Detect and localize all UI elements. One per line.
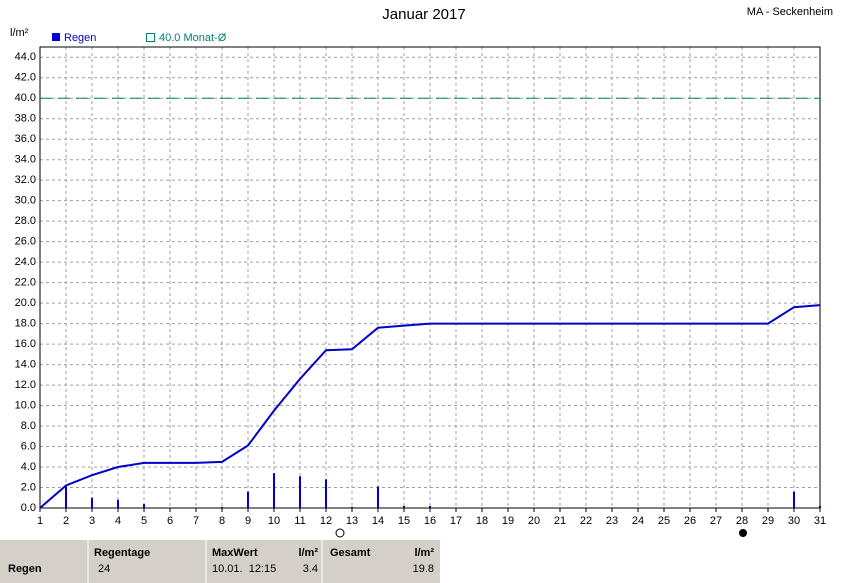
y-tick-label: 34.0	[15, 154, 36, 166]
x-tick-label: 11	[294, 515, 305, 527]
x-tick-label: 7	[193, 515, 199, 527]
row-label: Regen	[8, 563, 42, 575]
header: l/m²	[298, 547, 318, 559]
x-tick-label: 19	[502, 515, 514, 527]
header: Gesamt	[330, 547, 371, 559]
x-tick-label: 12	[320, 515, 332, 527]
y-tick-label: 38.0	[15, 113, 36, 125]
y-tick-label: 12.0	[15, 379, 36, 391]
x-tick-label: 24	[632, 515, 644, 527]
x-tick-label: 29	[762, 515, 774, 527]
bar	[143, 503, 145, 508]
x-tick-label: 20	[528, 515, 540, 527]
table-blank	[440, 540, 845, 583]
x-tick-label: 14	[372, 515, 384, 527]
cumulative-line	[39, 304, 821, 509]
plot: 1 2 3 4 5 6 7 8 9 10 11 12 13 14 15 16 17 18 19 20 21 22 23 24 2…	[15, 46, 826, 527]
y-tick-label: 30.0	[15, 195, 36, 207]
bar	[403, 505, 405, 508]
legend-swatch	[146, 33, 155, 42]
legend-label: 40.0 Monat-Ø	[159, 32, 227, 44]
bar	[351, 506, 353, 508]
y-tick-label: 10.0	[15, 399, 36, 411]
x-tick-label: 17	[450, 515, 462, 527]
legend-label: Regen	[64, 32, 96, 44]
cell: 24	[98, 563, 110, 575]
x-tick-label: 2	[63, 515, 69, 527]
x-tick-label: 22	[580, 515, 592, 527]
y-tick-label: 44.0	[15, 51, 36, 63]
x-tick-label: 30	[788, 515, 800, 527]
y-tick-label: 0.0	[21, 502, 36, 514]
x-tick-label: 18	[476, 515, 488, 527]
y-axis-label: l/m²	[10, 27, 29, 39]
y-tick-label: 8.0	[21, 420, 36, 432]
bar	[299, 476, 301, 508]
moon-icon	[739, 529, 747, 537]
bar	[117, 499, 119, 508]
y-tick-label: 26.0	[15, 236, 36, 248]
y-tick-label: 20.0	[15, 297, 36, 309]
y-tick-label: 22.0	[15, 277, 36, 289]
x-tick-label: 9	[245, 515, 251, 527]
y-tick-label: 40.0	[15, 92, 36, 104]
bar	[325, 479, 327, 508]
x-tick-label: 21	[554, 515, 566, 527]
x-tick-label: 10	[268, 515, 280, 527]
bar	[65, 485, 67, 508]
y-tick-label: 2.0	[21, 481, 36, 493]
x-tick-label: 5	[141, 515, 147, 527]
bar	[91, 497, 93, 508]
bar	[793, 491, 795, 508]
cell: 19.8	[413, 563, 434, 575]
x-tick-label: 23	[606, 515, 618, 527]
header: MaxWert	[212, 547, 258, 559]
y-tick-label: 16.0	[15, 338, 36, 350]
x-tick-label: 15	[398, 515, 410, 527]
bar	[247, 491, 249, 508]
x-tick-label: 28	[736, 515, 748, 527]
y-tick-label: 42.0	[15, 72, 36, 84]
bar	[221, 506, 223, 508]
y-tick-label: 14.0	[15, 358, 36, 370]
y-tick-label: 18.0	[15, 318, 36, 330]
x-tick-label: 1	[37, 515, 43, 527]
bar	[377, 486, 379, 508]
x-tick-label: 16	[424, 515, 436, 527]
y-tick-label: 6.0	[21, 440, 36, 452]
y-tick-label: 28.0	[15, 215, 36, 227]
chart-title: Januar 2017	[382, 6, 465, 23]
bar	[819, 505, 821, 508]
cell: 10.01. 12:15	[212, 563, 276, 575]
y-tick-label: 4.0	[21, 461, 36, 473]
header: l/m²	[414, 547, 434, 559]
x-tick-label: 27	[710, 515, 722, 527]
y-tick-label: 32.0	[15, 174, 36, 186]
header: Regentage	[94, 547, 150, 559]
bar	[429, 505, 431, 508]
x-tick-label: 26	[684, 515, 696, 527]
x-tick-label: 3	[89, 515, 95, 527]
x-tick-label: 8	[219, 515, 225, 527]
x-tick-label: 25	[658, 515, 670, 527]
cell: 3.4	[303, 563, 318, 575]
y-tick-label: 24.0	[15, 256, 36, 268]
moon-icon	[335, 528, 345, 538]
y-tick-label: 36.0	[15, 133, 36, 145]
x-tick-label: 31	[814, 515, 826, 527]
x-tick-label: 6	[167, 515, 173, 527]
x-tick-label: 4	[115, 515, 121, 527]
x-tick-label: 13	[346, 515, 358, 527]
station: MA - Seckenheim	[747, 6, 833, 18]
legend-swatch	[52, 33, 60, 41]
bar	[273, 473, 275, 508]
